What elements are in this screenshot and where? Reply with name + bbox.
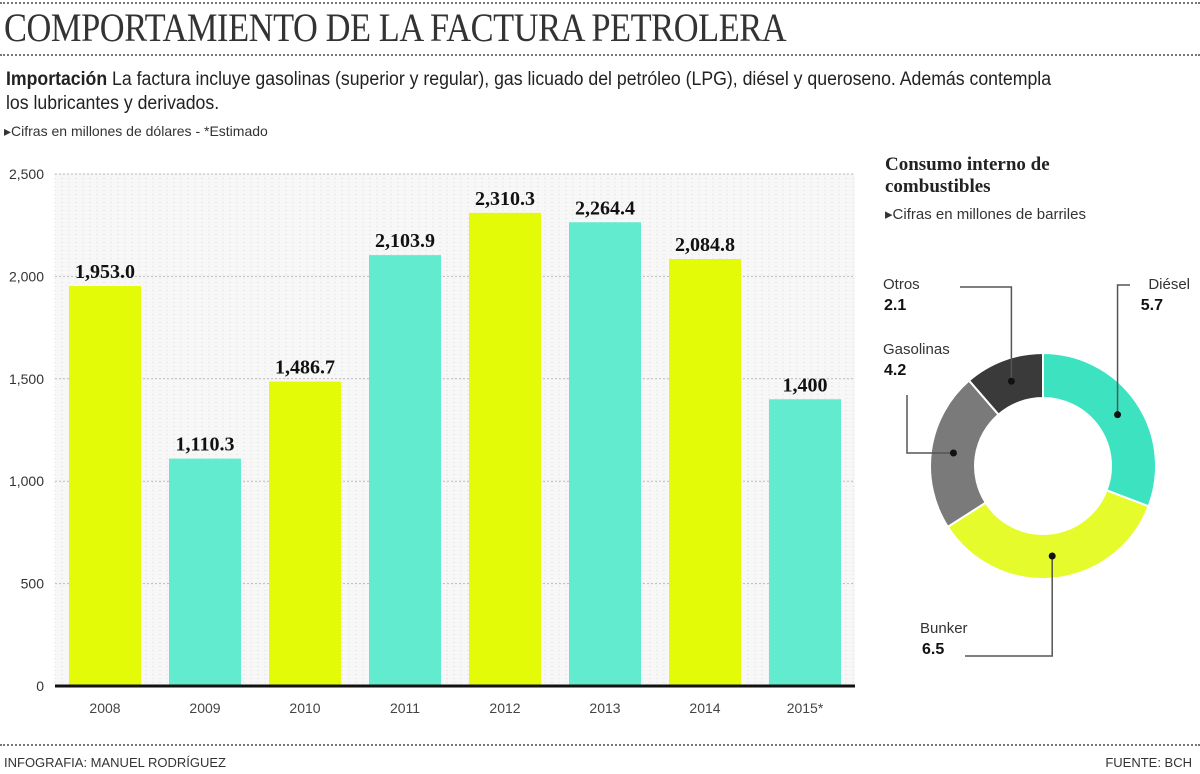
leader-line [965,556,1053,657]
top-divider [0,2,1200,4]
x-tick-label: 2013 [589,700,620,716]
intro-bold: Importación [6,69,108,90]
donut-label: Otros [883,276,920,293]
x-tick-label: 2015* [787,700,824,716]
donut-value: 5.7 [1141,297,1163,314]
x-tick-label: 2012 [489,700,520,716]
bar-2009 [169,458,241,686]
bar-2012 [469,212,541,686]
donut-title: Consumo interno de combustibles [885,154,1050,197]
bar-2011 [369,255,441,686]
bar-2014 [669,259,741,686]
y-tick-label: 0 [36,678,44,694]
data-label: 1,486.7 [275,357,335,379]
intro-text: Importación La factura incluye gasolinas… [6,68,1076,116]
leader-line [960,286,1013,382]
donut-value: 4.2 [884,362,906,379]
donut-slice-otros [967,351,1044,416]
x-tick-label: 2009 [189,700,220,716]
leader-line [1116,284,1130,415]
data-label: 2,264.4 [575,197,635,219]
donut-subtitle: ▸Cifras en millones de barriles [885,206,1086,223]
data-label: 2,084.8 [675,234,735,256]
data-label: 1,400 [783,374,828,396]
x-tick-label: 2011 [390,700,420,716]
y-tick-label: 2,500 [9,166,44,182]
x-tick-label: 2010 [289,700,320,716]
data-label: 1,953.0 [75,261,135,283]
donut-slice-diésel [1042,351,1157,508]
bar-2008 [69,286,141,686]
y-tick-label: 1,500 [9,371,44,387]
y-tick-label: 1,000 [9,473,44,489]
bar-2010 [269,381,341,686]
donut-value: 2.1 [884,297,906,314]
donut-label: Bunker [920,620,968,637]
units-note: ▸Cifras en millones de dólares - *Estima… [4,123,268,139]
intro-body: La factura incluye gasolinas (superior y… [6,69,1052,114]
donut-label: Gasolinas [883,341,950,358]
donut-value: 6.5 [922,641,944,658]
data-label: 1,110.3 [176,434,235,456]
bar-2015* [769,399,841,686]
page-title: COMPORTAMIENTO DE LA FACTURA PETROLERA [4,5,787,50]
bottom-divider [0,744,1200,746]
y-tick-label: 500 [21,576,45,592]
leader-dot [1007,377,1015,385]
leader-dot [1114,411,1122,419]
donut-label: Diésel [1148,276,1190,293]
title-divider [0,54,1200,56]
donut-slice-bunker [946,488,1150,580]
source: FUENTE: BCH [1105,755,1192,770]
leader-line [906,395,954,454]
leader-dot [949,449,957,457]
leader-dot [1048,552,1056,560]
data-label: 2,103.9 [375,230,435,252]
data-label: 2,310.3 [475,188,535,210]
bar-2013 [569,222,641,686]
x-tick-label: 2014 [689,700,720,716]
x-tick-label: 2008 [89,700,120,716]
y-tick-label: 2,000 [9,268,44,284]
credit: INFOGRAFIA: MANUEL RODRÍGUEZ [4,755,226,770]
